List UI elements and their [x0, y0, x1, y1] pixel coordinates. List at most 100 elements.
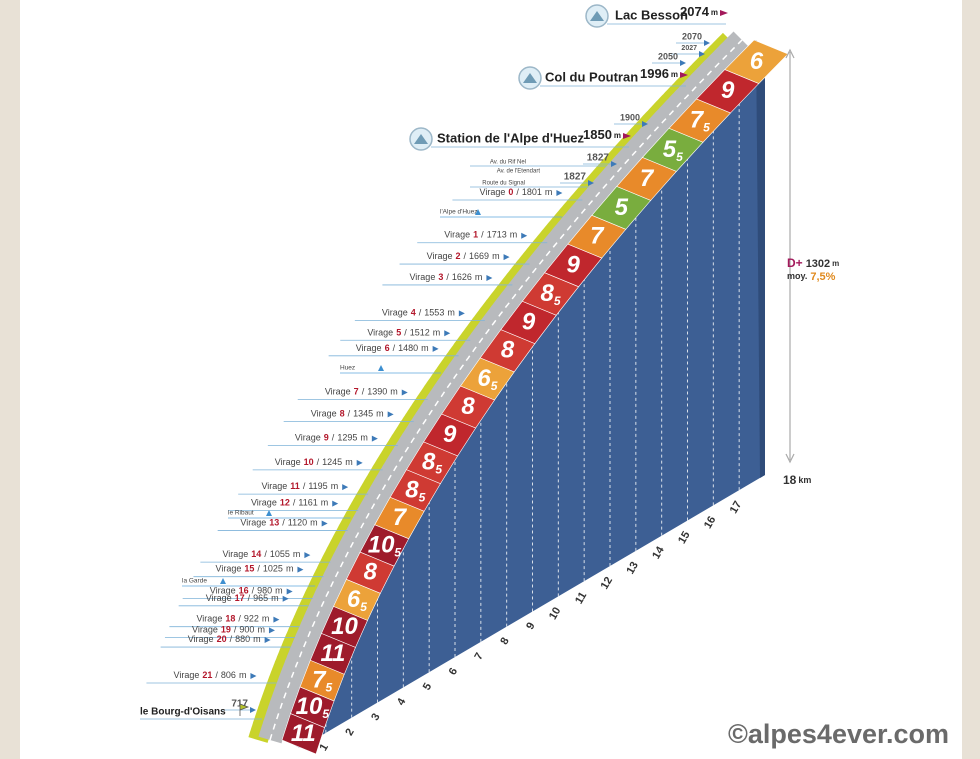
gain-unit: m [832, 259, 839, 268]
hairpin-unit: m [447, 308, 455, 318]
gradient-decimal: 5 [326, 681, 333, 695]
hairpin-separator: / [362, 387, 365, 397]
summit-flag [720, 10, 728, 16]
hairpin-separator: / [348, 409, 351, 419]
altitude-mark: 2050 [658, 51, 678, 61]
gradient-label: 9 [721, 78, 735, 105]
hairpin-number: 7 [354, 387, 359, 397]
village-label: le Ribaut [228, 510, 254, 517]
altitude-mark: 2070 [682, 31, 702, 41]
summit-icon-peak [414, 134, 428, 144]
hairpin-label: Virage 20/880 m [188, 634, 261, 644]
leader-arrow [250, 707, 256, 713]
summit-altitude-value: 2074 [680, 4, 710, 19]
hairpin-label: Virage 7/1390 m [325, 387, 398, 397]
leader-arrow [250, 672, 257, 679]
profile-side [756, 40, 765, 478]
gradient-decimal: 5 [394, 546, 401, 560]
gradient-label: 85 [540, 280, 560, 308]
gradient-label: 11 [291, 720, 316, 747]
km-label: 7 [472, 651, 485, 662]
leader-arrow [556, 190, 563, 196]
hairpin-altitude: 1195 [308, 482, 327, 492]
hairpin-unit: m [262, 614, 270, 624]
gradient-whole: 6 [347, 586, 361, 613]
gradient-whole: 11 [291, 720, 316, 747]
hairpin-unit: m [433, 328, 441, 338]
leader-arrow [401, 389, 408, 396]
summit-altitude: 2074 m [680, 4, 718, 19]
average-label: moy. [787, 271, 807, 281]
gradient-decimal: 5 [435, 463, 442, 477]
village-icon [220, 578, 226, 584]
summit-altitude: 1996 m [640, 66, 678, 81]
gradient-whole: 8 [422, 449, 436, 476]
village-label: Huez [340, 365, 355, 372]
road-center [269, 39, 743, 741]
hairpin-separator: / [303, 482, 306, 492]
hairpin-separator: / [238, 614, 241, 624]
average-value: 7,5% [810, 271, 835, 283]
gradient-label: 8 [501, 337, 515, 364]
start-flag [239, 703, 250, 716]
hairpin-altitude: 1512 [410, 328, 430, 338]
hairpin-word: Virage [251, 498, 277, 508]
hairpin-altitude: 965 [253, 593, 268, 603]
hairpin-label: Virage 8/1345 m [311, 409, 384, 419]
hairpin-altitude: 1626 [452, 272, 472, 282]
leader-arrow [444, 330, 451, 337]
hairpin-number: 8 [340, 409, 345, 419]
km-label: 9 [524, 620, 537, 631]
km-label: 15 [676, 529, 693, 546]
hairpin-label: Virage 16/980 m [210, 586, 283, 596]
hairpin-unit: m [475, 272, 483, 282]
hairpin-number: 20 [217, 634, 227, 644]
hairpin-separator: / [252, 586, 255, 596]
gradient-whole: 10 [331, 613, 358, 640]
hairpin-word: Virage [222, 549, 248, 559]
hairpin-label: Virage 12/1161 m [251, 498, 328, 508]
km-total: 18 km [783, 473, 811, 487]
gain-label: D+ [787, 256, 803, 270]
km-label: 2 [343, 727, 356, 738]
altitude-mark: 1827 [564, 172, 587, 183]
village-icon [266, 510, 272, 516]
leader-arrow [642, 121, 648, 127]
hairpin-number: 6 [385, 343, 390, 353]
gradient-whole: 5 [663, 136, 677, 163]
summit-altitude-value: 1996 [640, 66, 669, 81]
hairpin-number: 1 [473, 230, 478, 240]
gradient-whole: 7 [312, 667, 327, 694]
hairpin-number: 0 [508, 187, 513, 197]
hairpin-unit: m [275, 586, 283, 596]
km-label: 17 [728, 499, 745, 516]
village-label: la Garde [182, 578, 207, 585]
hairpin-number: 3 [438, 272, 443, 282]
hairpin-label: Virage 2/1669 m [427, 251, 500, 261]
hairpin-number: 17 [235, 593, 245, 603]
hairpin-number: 11 [290, 482, 300, 492]
gradient-label: 9 [522, 309, 536, 336]
hairpin-number: 9 [324, 433, 329, 443]
leader-arrow [282, 595, 289, 602]
start-label: le Bourg-d'Oisans [140, 707, 226, 718]
gradient-label: 75 [312, 667, 332, 695]
hairpin-altitude: 1161 [298, 498, 317, 508]
summit-icon-peak [523, 73, 537, 83]
summit-name: Lac Besson [615, 7, 688, 22]
hairpin-number: 13 [269, 518, 279, 528]
hairpin-separator: / [215, 670, 218, 680]
gradient-label: 55 [663, 136, 683, 164]
hairpin-number: 4 [411, 308, 416, 318]
summit-icon-peak [590, 11, 604, 21]
gradient-label: 9 [443, 421, 457, 448]
summit-flag [680, 72, 688, 78]
gradient-label: 10 [331, 613, 358, 640]
leader-arrow [273, 616, 280, 623]
gradient-label: 65 [477, 365, 497, 393]
hairpin-word: Virage [216, 564, 242, 574]
hairpin-altitude: 922 [244, 614, 259, 624]
hairpin-separator: / [393, 343, 396, 353]
hairpin-unit: m [286, 564, 294, 574]
hairpin-label: Virage 4/1553 m [382, 308, 455, 318]
